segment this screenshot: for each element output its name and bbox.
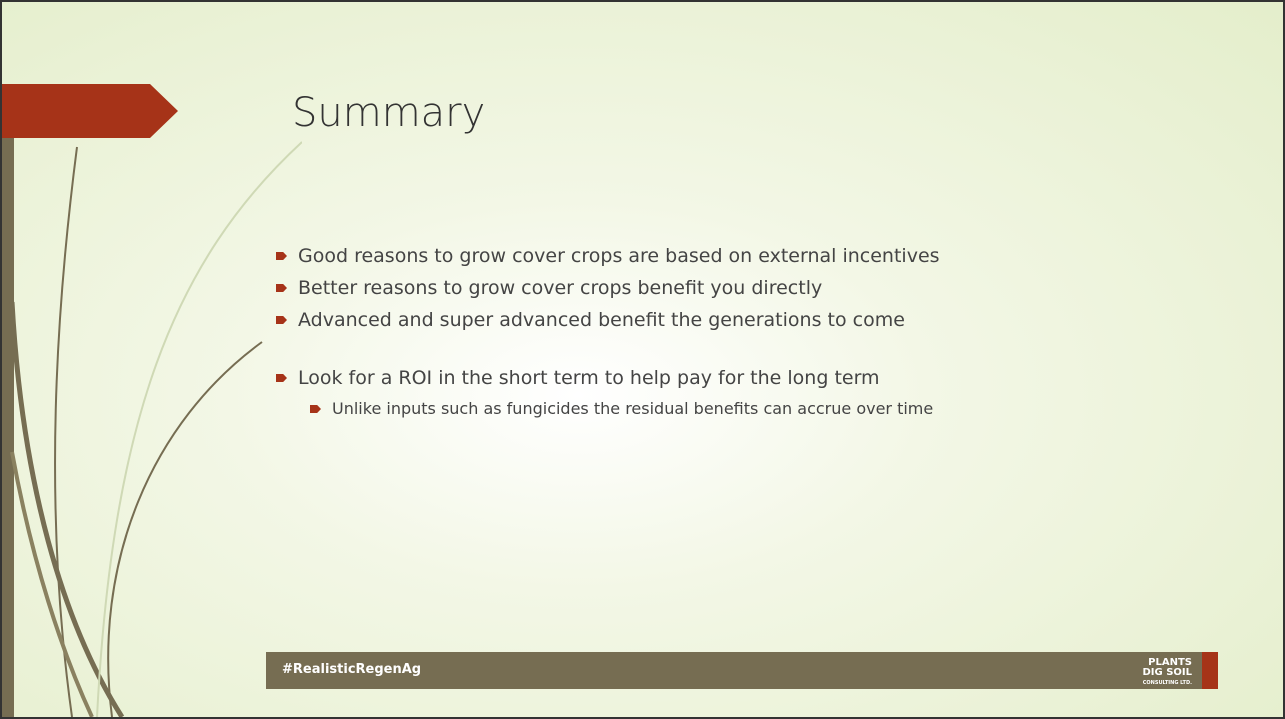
bullet-arrow	[276, 252, 287, 260]
bullet-text: Look for a ROI in the short term to help…	[298, 367, 880, 389]
logo-line: PLANTS	[1148, 657, 1192, 668]
bullet-list: Good reasons to grow cover crops are bas…	[268, 240, 940, 424]
bullet-text: Unlike inputs such as fungicides the res…	[332, 399, 934, 418]
bullet-arrow	[310, 405, 321, 413]
bullet-text: Good reasons to grow cover crops are bas…	[298, 245, 940, 267]
footer-text: #RealisticRegenAg	[282, 662, 422, 677]
bullet: Better reasons to grow cover crops benef…	[268, 272, 940, 304]
footer-bar: #RealisticRegenAg PLANTS DIG SOIL CONSULTI…	[266, 652, 1202, 689]
bullet: Good reasons to grow cover crops are bas…	[268, 240, 940, 272]
logo-line: CONSULTING LTD.	[1142, 680, 1192, 686]
bullet: Unlike inputs such as fungicides the res…	[268, 394, 940, 424]
bullet-arrow	[276, 316, 287, 324]
bullet-arrow	[276, 374, 287, 382]
title: Summary	[292, 90, 486, 136]
bullet-text: Better reasons to grow cover crops benef…	[298, 277, 823, 299]
bullet-text: Advanced and super advanced benefit the …	[298, 309, 905, 331]
footer-tab	[1202, 652, 1218, 689]
logo-line: DIG SOIL	[1142, 667, 1192, 678]
bullet: Look for a ROI in the short term to help…	[268, 362, 940, 394]
logo: PLANTS DIG SOIL CONSULTING LTD.	[1142, 658, 1192, 688]
bullet-arrow	[276, 284, 287, 292]
bullet: Advanced and super advanced benefit the …	[268, 304, 940, 336]
decoration	[2, 84, 302, 717]
